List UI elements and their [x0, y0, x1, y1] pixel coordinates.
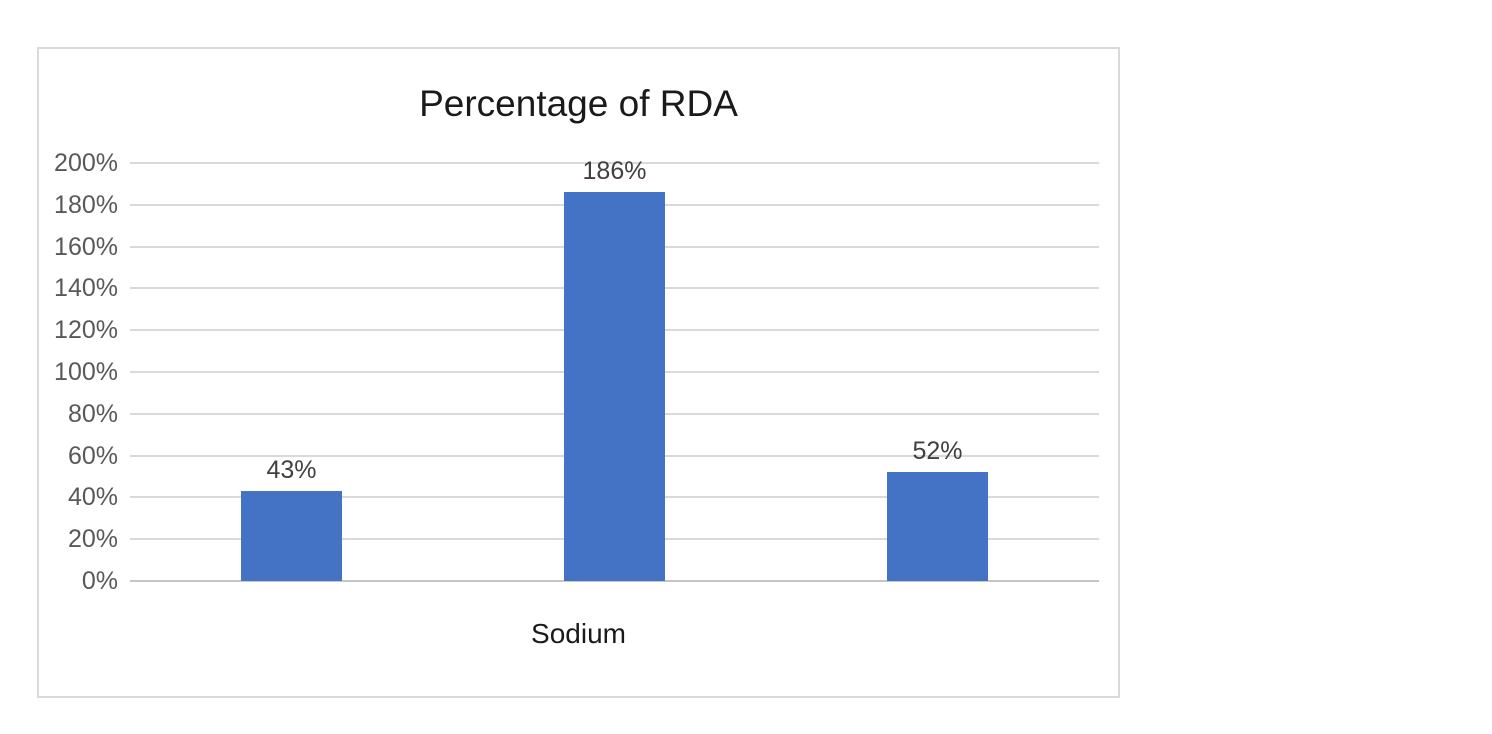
bar [564, 192, 665, 581]
x-axis-label: Sodium [531, 618, 626, 649]
y-axis-tick-label: 180% [54, 190, 118, 219]
y-axis-tick-label: 60% [67, 441, 118, 470]
bar [241, 491, 342, 581]
y-axis-tick-label: 200% [54, 149, 118, 177]
y-axis-tick-label: 0% [81, 567, 118, 595]
bar-value-label: 43% [266, 456, 317, 485]
y-axis-tick-label: 20% [67, 525, 118, 554]
y-axis-tick-label: 100% [54, 358, 118, 386]
y-axis-tick-label: 160% [54, 232, 118, 261]
y-axis-tick-label: 40% [67, 483, 118, 512]
y-axis-tick-label: 140% [54, 274, 118, 303]
chart-title: Percentage of RDA [419, 83, 738, 124]
bar [887, 472, 988, 581]
chart-frame: Percentage of RDA 0% 20% 40% 60% 80% 100% 120%… [37, 47, 1120, 698]
y-axis-tick-label: 80% [67, 399, 118, 428]
bar-value-label: 186% [582, 157, 647, 186]
x-axis-line [130, 580, 1099, 582]
bar-value-label: 52% [912, 437, 963, 466]
gridline [130, 162, 1099, 164]
y-axis-tick-label: 120% [54, 316, 118, 345]
